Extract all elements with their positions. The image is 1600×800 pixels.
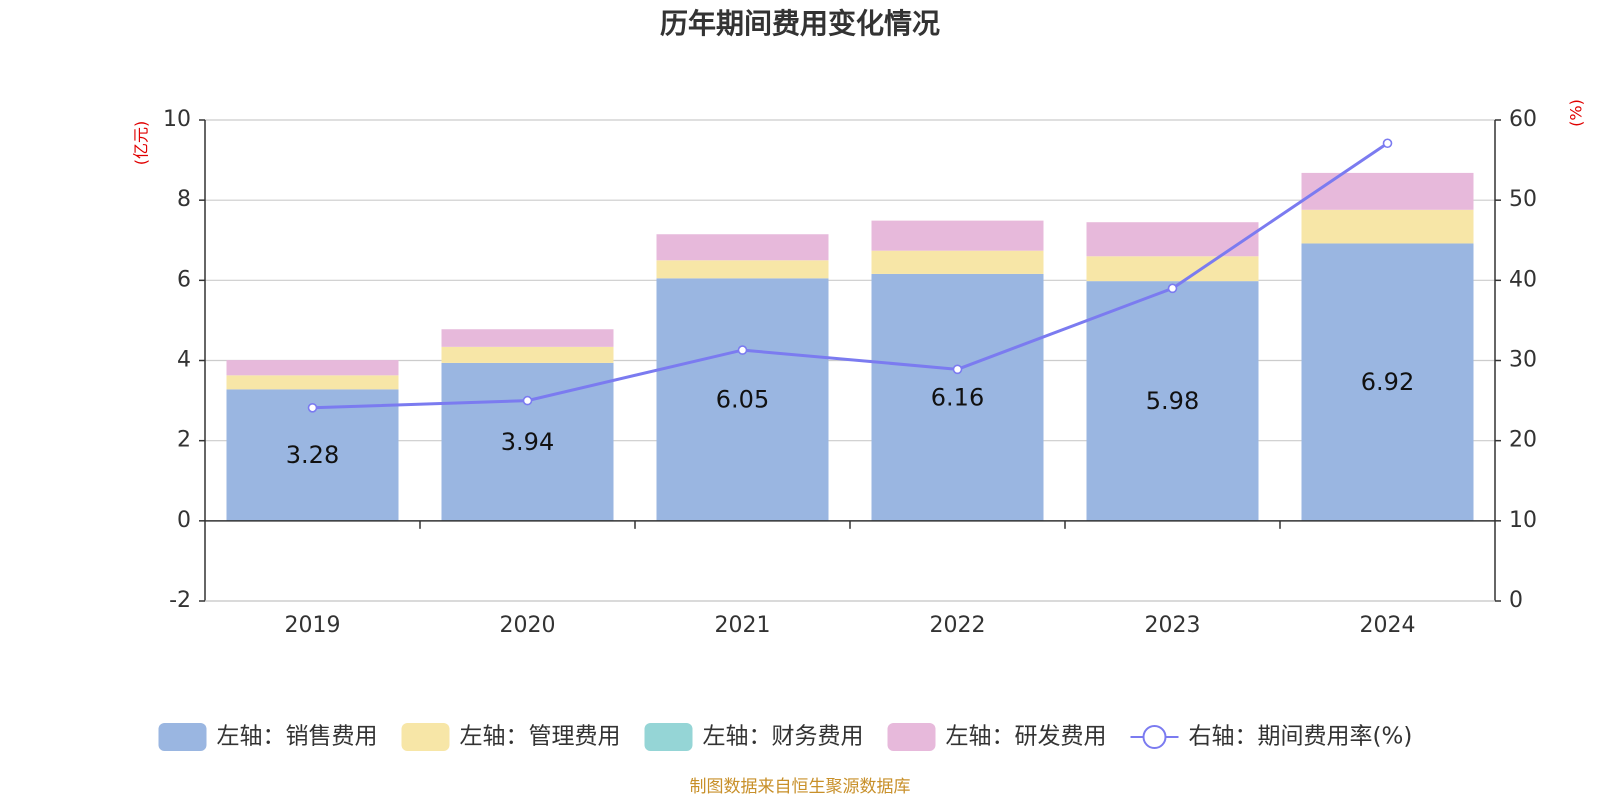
bar-segment <box>871 273 1044 521</box>
data-label: 6.05 <box>716 386 769 414</box>
data-label: 6.92 <box>1361 368 1414 396</box>
left-tick-label: 0 <box>177 508 191 533</box>
right-tick-label: 60 <box>1509 107 1537 132</box>
rate-point <box>522 395 533 406</box>
left-tick-label: 2 <box>177 428 191 453</box>
bars <box>226 172 1474 521</box>
bar-segment <box>226 375 399 390</box>
bar-segment <box>1086 256 1259 282</box>
bar-segment <box>1086 222 1259 257</box>
rate-point <box>1382 138 1393 149</box>
axes: -2 0 2 4 6 8 10 0 10 20 30 40 50 60 2019 2020 2021 2022 20… <box>163 107 1537 638</box>
legend-swatch-marker <box>1142 725 1167 749</box>
rate-point <box>952 364 963 375</box>
legend: 左轴：销售费用 左轴：管理费用 左轴：财务费用 左轴：研发费用 右轴：期间费用率(%) <box>158 723 1413 751</box>
data-label: 5.98 <box>1146 387 1199 415</box>
bar-segment <box>441 362 614 521</box>
right-tick-label: 0 <box>1509 588 1523 613</box>
right-tick-label: 40 <box>1509 267 1537 292</box>
legend-label: 左轴：管理费用 <box>460 724 621 750</box>
chart-title: 历年期间费用变化情况 <box>660 7 940 40</box>
bar-segment <box>871 220 1044 251</box>
right-tick-label: 20 <box>1509 428 1537 453</box>
data-label: 3.94 <box>501 428 554 456</box>
rate-line <box>307 138 1393 413</box>
data-label: 6.16 <box>931 383 984 411</box>
left-tick-label: -2 <box>169 588 191 613</box>
bar-segment <box>1301 243 1474 521</box>
x-tick-label: 2021 <box>715 613 771 638</box>
x-tick-label: 2022 <box>930 613 986 638</box>
rate-point <box>737 345 748 355</box>
legend-swatch <box>887 723 936 751</box>
rate-point <box>1167 283 1178 294</box>
left-tick-label: 6 <box>177 267 191 292</box>
data-label: 3.28 <box>286 441 339 469</box>
right-tick-label: 30 <box>1509 348 1537 373</box>
rate-line-path <box>312 142 1389 410</box>
legend-label: 左轴：研发费用 <box>946 724 1107 750</box>
left-tick-label: 8 <box>177 187 191 212</box>
bar-segment <box>1301 209 1474 244</box>
bar-segment <box>656 278 829 521</box>
bar-segment <box>871 250 1044 274</box>
legend-label: 左轴：销售费用 <box>217 724 378 750</box>
legend-swatch <box>644 723 693 751</box>
source-note: 制图数据来自恒生聚源数据库 <box>690 777 911 797</box>
bar-segment <box>226 360 399 376</box>
legend-swatch <box>158 723 207 751</box>
x-tick-label: 2023 <box>1145 613 1201 638</box>
rate-point <box>307 402 318 413</box>
right-tick-label: 50 <box>1509 187 1537 212</box>
left-tick-label: 10 <box>163 107 191 132</box>
legend-label: 左轴：财务费用 <box>703 724 864 750</box>
x-tick-label: 2024 <box>1360 613 1416 638</box>
data-labels: 3.28 3.94 6.05 6.16 5.98 6.92 <box>286 368 1414 469</box>
bar-segment <box>441 329 614 347</box>
bar-segment <box>1301 172 1474 210</box>
legend-label: 右轴：期间费用率(%) <box>1189 724 1413 750</box>
right-axis-unit: (%) <box>1567 99 1586 127</box>
bar-segment <box>656 234 829 261</box>
bar-segment <box>441 346 614 363</box>
left-axis-unit: (亿元) <box>132 121 151 166</box>
x-tick-label: 2020 <box>500 613 556 638</box>
bar-segment <box>656 260 829 279</box>
bar-segment <box>1086 281 1259 521</box>
right-tick-label: 10 <box>1509 508 1537 533</box>
x-tick-label: 2019 <box>285 613 341 638</box>
left-tick-label: 4 <box>177 348 191 373</box>
legend-swatch <box>401 723 450 751</box>
